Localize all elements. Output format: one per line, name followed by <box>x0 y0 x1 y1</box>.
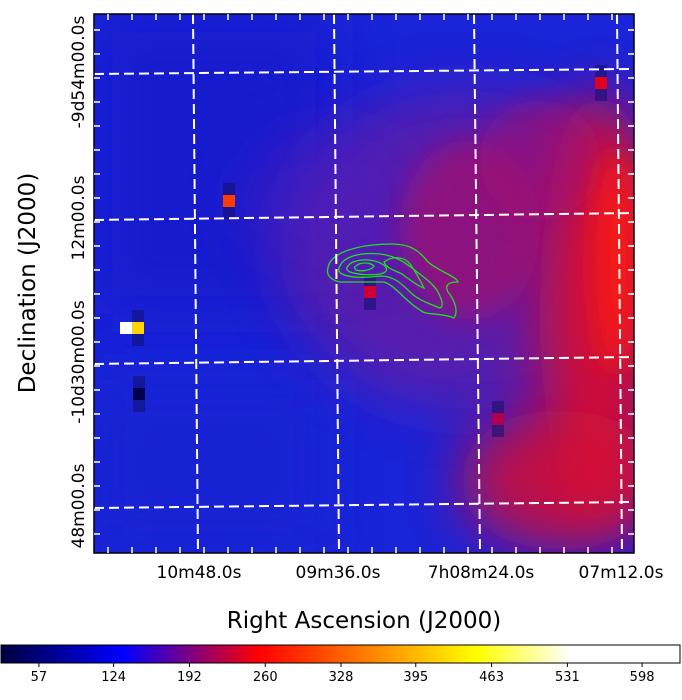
hot-pixel-core <box>364 286 376 298</box>
colorbar: 57 124 192 260 328 395 463 531 598 <box>0 644 681 685</box>
hot-pixel-halo <box>133 376 145 388</box>
minor-ticks <box>94 14 634 553</box>
x-tick-label: 07m12.0s <box>579 563 664 583</box>
hot-pixel-core <box>595 77 607 89</box>
hot-pixel-halo <box>223 183 235 195</box>
y-tick-label: 48m00.0s <box>69 463 89 548</box>
grid-line <box>93 68 635 75</box>
y-tick-label: -9d54m00.0s <box>69 16 89 129</box>
hot-pixel-halo <box>595 65 607 77</box>
grid-line <box>93 501 635 509</box>
x-tick-label: 7h08m24.0s <box>428 563 535 583</box>
hot-pixel <box>120 310 144 346</box>
hot-pixel-core <box>223 195 235 207</box>
grid-line <box>93 356 635 365</box>
hot-pixel-halo <box>133 400 145 412</box>
colorbar-gradient <box>0 644 681 664</box>
hot-pixel-core <box>133 388 145 400</box>
colorbar-tick-label: 463 <box>479 670 504 685</box>
hot-pixel-halo <box>492 401 504 413</box>
hot-pixel <box>133 376 145 412</box>
hot-pixel-halo <box>364 274 376 286</box>
hot-pixel <box>492 401 504 437</box>
hot-pixel-halo <box>132 334 144 346</box>
grid-line <box>93 212 635 221</box>
colorbar-tick-label: 531 <box>555 670 580 685</box>
colorbar-ticks: 57 124 192 260 328 395 463 531 598 <box>31 663 655 685</box>
colorbar-tick-label: 395 <box>403 670 428 685</box>
heatmap <box>94 14 634 553</box>
hot-pixel <box>595 65 607 101</box>
hot-pixels <box>120 65 607 437</box>
hot-pixel-halo <box>223 207 235 219</box>
hot-pixel <box>223 183 235 219</box>
contour-overlay <box>326 243 459 319</box>
contour-inner-1 <box>338 252 443 309</box>
hot-pixel-halo <box>364 298 376 310</box>
contour-core <box>353 262 375 272</box>
hot-pixel <box>364 274 376 310</box>
contour-inner-3 <box>383 257 426 290</box>
colorbar-tick-label: 260 <box>253 670 278 685</box>
colorbar-tick-label: 192 <box>177 670 202 685</box>
colorbar-tick-label: 598 <box>630 670 655 685</box>
hot-pixel-halo <box>132 310 144 322</box>
colorbar-tick-label: 328 <box>329 670 354 685</box>
colorbar-tick-label: 57 <box>31 670 48 685</box>
plot-frame <box>93 13 635 554</box>
contour-outer <box>326 243 459 319</box>
hot-pixel-halo <box>492 425 504 437</box>
hot-pixel-halo <box>595 89 607 101</box>
x-tick-label: 09m36.0s <box>296 563 381 583</box>
y-tick-label: 12m00.0s <box>69 175 89 260</box>
hot-pixel-peak <box>120 322 132 334</box>
hot-pixel-core <box>492 413 504 425</box>
coordinate-grid <box>93 13 635 554</box>
colorbar-tick-label: 124 <box>101 670 126 685</box>
hot-pixel-core <box>132 322 144 334</box>
x-tick-label: 10m48.0s <box>157 563 242 583</box>
y-axis-title: Declination (J2000) <box>15 173 41 394</box>
contour-inner-2 <box>346 259 388 276</box>
y-tick-label: -10d30m00.0s <box>69 300 89 424</box>
x-axis-title: Right Ascension (J2000) <box>227 608 502 634</box>
